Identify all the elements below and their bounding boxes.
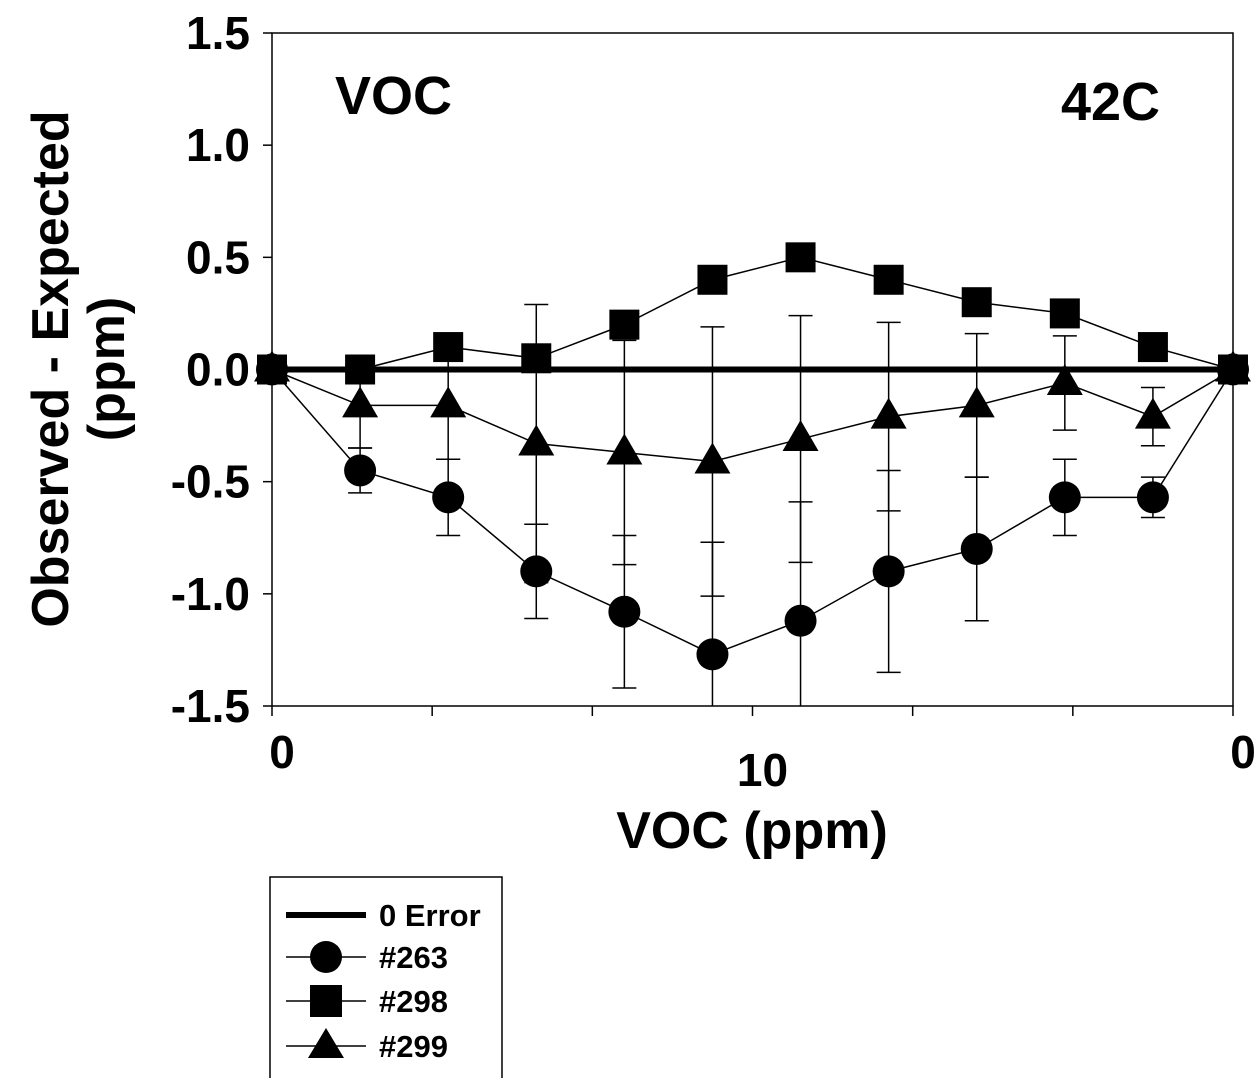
annotation-42c: 42C	[1061, 72, 1160, 132]
point-263-1	[344, 454, 377, 487]
legend: 0 Error #263 #298 #299	[269, 876, 503, 1078]
legend-label-299: #299	[379, 1029, 448, 1064]
point-298-6	[785, 242, 816, 273]
y-tick-label-3: 0.0	[186, 344, 250, 396]
point-263-3	[520, 555, 553, 588]
series-line-298	[272, 256, 1234, 371]
legend-label-263: #263	[379, 940, 448, 975]
point-298-8	[961, 287, 992, 318]
x-tick-label-2: 0	[1230, 726, 1254, 778]
x-tick-label-1: 10	[737, 744, 788, 796]
point-299-2	[430, 386, 467, 418]
x-axis-title: VOC (ppm)	[616, 802, 888, 860]
point-263-5	[696, 638, 729, 671]
point-298-7	[873, 264, 904, 295]
point-299-4	[606, 433, 643, 465]
series-line-263	[271, 369, 1234, 656]
point-263-4	[608, 595, 641, 628]
y-axis-title-line1: Observed - Expected	[22, 110, 80, 627]
point-298-3	[521, 343, 552, 374]
point-298-5	[697, 264, 728, 295]
point-299-9	[1046, 363, 1083, 395]
y-tick-label-2: 0.5	[186, 231, 250, 283]
series-markers	[254, 242, 1251, 671]
legend-label-298: #298	[379, 984, 448, 1019]
series-line-299	[271, 368, 1234, 463]
error-bars	[348, 303, 1165, 706]
legend-label-0-error: 0 Error	[379, 898, 481, 933]
y-tick-label-6: -1.5	[171, 680, 250, 732]
y-tick-label-0: 1.5	[186, 7, 250, 59]
point-299-8	[958, 386, 995, 418]
point-263-8	[960, 532, 993, 565]
annotation-voc: VOC	[335, 66, 452, 126]
point-263-2	[432, 481, 465, 514]
x-axis: 0 10 0	[269, 706, 1254, 796]
point-263-10	[1136, 481, 1169, 514]
y-tick-label-4: -0.5	[171, 456, 250, 508]
point-298-9	[1049, 298, 1080, 329]
point-263-9	[1048, 481, 1081, 514]
point-299-10	[1134, 397, 1171, 429]
y-tick-label-5: -1.0	[171, 568, 250, 620]
point-298-4	[609, 309, 640, 340]
point-299-6	[782, 420, 819, 452]
y-axis: 1.5 1.0 0.5 0.0 -0.5 -1.0 -1.5	[171, 7, 272, 732]
point-299-7	[870, 397, 907, 429]
point-299-3	[518, 424, 555, 456]
point-299-5	[694, 442, 731, 474]
legend-swatch-298-marker	[310, 985, 342, 1017]
point-263-6	[784, 604, 817, 637]
point-298-2	[433, 332, 464, 363]
y-tick-label-1: 1.0	[186, 119, 250, 171]
point-298-1	[345, 354, 376, 385]
point-263-7	[872, 555, 905, 588]
point-299-1	[342, 386, 379, 418]
legend-swatch-263-marker	[310, 941, 342, 973]
series-lines	[271, 256, 1234, 656]
point-298-10	[1137, 332, 1168, 363]
y-axis-title-line2: (ppm)	[78, 297, 136, 441]
x-tick-label-0: 0	[269, 726, 295, 778]
legend-swatch-299-marker	[308, 1028, 344, 1058]
legend-box	[269, 876, 503, 1078]
